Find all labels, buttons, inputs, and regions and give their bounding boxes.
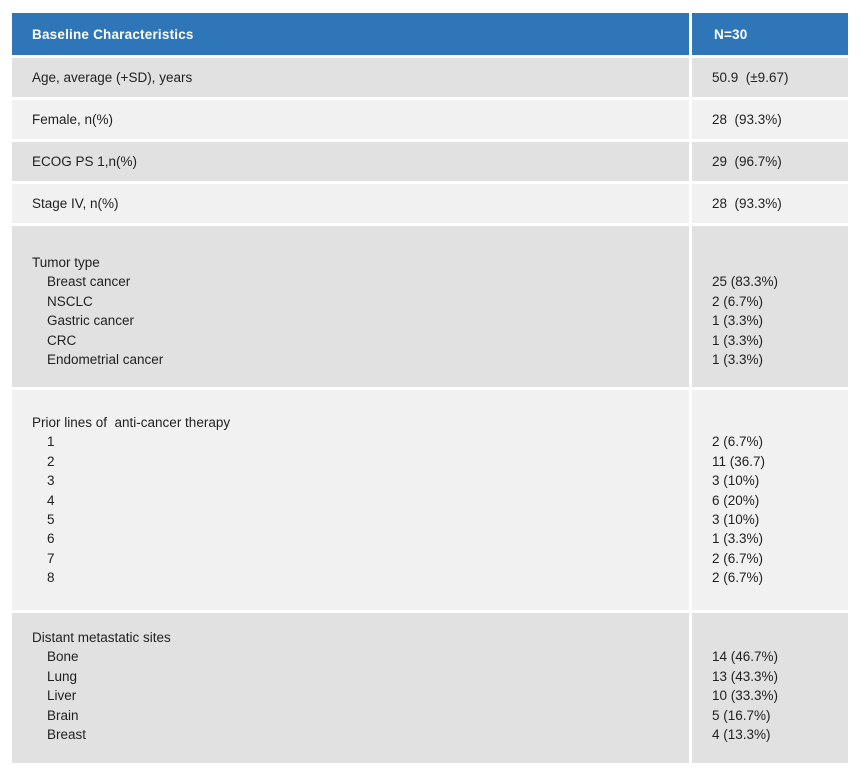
table-row-age: Age, average (+SD), years 50.9 (±9.67) xyxy=(12,58,848,97)
row-value: 28 (93.3%) xyxy=(692,100,848,139)
section-values: 14 (46.7%) 13 (43.3%) 10 (33.3%) 5 (16.7… xyxy=(692,613,848,763)
section-item-value: 13 (43.3%) xyxy=(712,668,779,684)
table-row-ecog: ECOG PS 1,n(%) 29 (96.7%) xyxy=(12,142,848,181)
table-header-row: Baseline Characteristics N=30 xyxy=(12,13,848,55)
section-item-value: 3 (10%) xyxy=(712,473,760,489)
section-item-value: 14 (46.7%) xyxy=(712,649,779,665)
row-value: 29 (96.7%) xyxy=(692,142,848,181)
section-item-value: 1 (3.3%) xyxy=(712,332,764,348)
section-item-label: 5 xyxy=(47,511,55,527)
table-section-prior-lines: Prior lines of anti-cancer therapy 1 2 3… xyxy=(12,390,848,610)
section-item-label: Breast xyxy=(47,726,87,742)
section-item-label: 8 xyxy=(47,570,55,586)
section-item-label: Liver xyxy=(47,688,77,704)
section-item-value: 6 (20%) xyxy=(712,492,760,508)
section-item-label: 1 xyxy=(47,434,55,450)
table-section-tumor-type: Tumor type Breast cancer NSCLC Gastric c… xyxy=(12,226,848,387)
section-title: Prior lines of anti-cancer therapy xyxy=(32,415,231,430)
section-values: 25 (83.3%) 2 (6.7%) 1 (3.3%) 1 (3.3%) 1 … xyxy=(692,226,848,387)
section-item-value: 1 (3.3%) xyxy=(712,313,764,329)
section-title: Distant metastatic sites xyxy=(32,630,171,645)
section-values: 2 (6.7%) 11 (36.7) 3 (10%) 6 (20%) 3 (10… xyxy=(692,390,848,610)
section-item-value: 2 (6.7%) xyxy=(712,293,764,309)
section-item-label: 6 xyxy=(47,531,55,547)
section-item-value: 2 (6.7%) xyxy=(712,570,764,586)
section-item-value: 1 (3.3%) xyxy=(712,351,764,367)
section-item-value: 2 (6.7%) xyxy=(712,550,764,566)
row-label: Stage IV, n(%) xyxy=(12,184,689,223)
row-label: ECOG PS 1,n(%) xyxy=(12,142,689,181)
row-label: Age, average (+SD), years xyxy=(12,58,689,97)
section-item-value: 2 (6.7%) xyxy=(712,434,764,450)
section-item-label: Breast cancer xyxy=(47,274,131,290)
spacer-line xyxy=(712,628,848,647)
row-value: 28 (93.3%) xyxy=(692,184,848,223)
section-item-value: 3 (10%) xyxy=(712,511,760,527)
table-section-distant-sites: Distant metastatic sites Bone Lung Liver… xyxy=(12,613,848,763)
section-item-value: 11 (36.7) xyxy=(712,453,766,469)
section-item-label: Lung xyxy=(47,668,78,684)
section-labels: Prior lines of anti-cancer therapy 1 2 3… xyxy=(12,390,689,610)
section-item-label: Brain xyxy=(47,707,79,723)
section-item-value: 4 (13.3%) xyxy=(712,726,771,742)
section-item-label: NSCLC xyxy=(47,293,93,309)
section-item-value: 10 (33.3%) xyxy=(712,688,779,704)
table-row-female: Female, n(%) 28 (93.3%) xyxy=(12,100,848,139)
row-label: Female, n(%) xyxy=(12,100,689,139)
header-col-n: N=30 xyxy=(692,13,848,55)
section-item-label: Gastric cancer xyxy=(47,313,135,329)
spacer-line xyxy=(712,413,848,432)
section-item-label: Endometrial cancer xyxy=(47,351,164,367)
section-item-value: 1 (3.3%) xyxy=(712,531,764,547)
section-item-label: 3 xyxy=(47,473,55,489)
section-labels: Tumor type Breast cancer NSCLC Gastric c… xyxy=(12,226,689,387)
section-item-label: 4 xyxy=(47,492,55,508)
row-value: 50.9 (±9.67) xyxy=(692,58,848,97)
section-item-value: 5 (16.7%) xyxy=(712,707,771,723)
section-item-value: 25 (83.3%) xyxy=(712,274,779,290)
table-row-stage: Stage IV, n(%) 28 (93.3%) xyxy=(12,184,848,223)
header-col-characteristics: Baseline Characteristics xyxy=(12,13,689,55)
section-item-label: CRC xyxy=(47,332,77,348)
spacer-line xyxy=(712,253,848,272)
section-item-label: 2 xyxy=(47,453,55,469)
section-title: Tumor type xyxy=(32,255,100,270)
baseline-characteristics-table: Baseline Characteristics N=30 Age, avera… xyxy=(12,13,848,763)
section-labels: Distant metastatic sites Bone Lung Liver… xyxy=(12,613,689,763)
section-item-label: 7 xyxy=(47,550,55,566)
section-item-label: Bone xyxy=(47,649,79,665)
